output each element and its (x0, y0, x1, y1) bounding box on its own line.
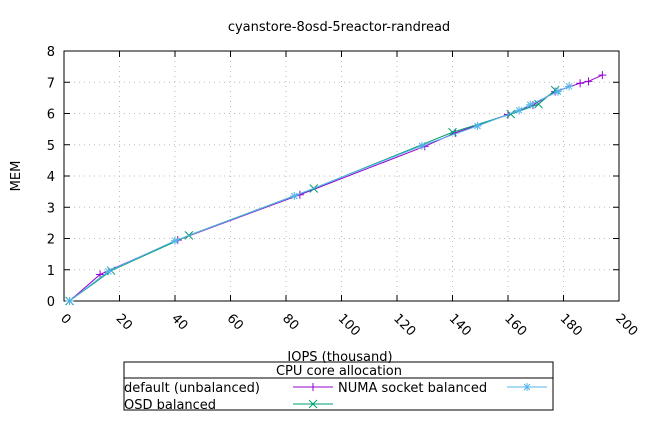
legend: CPU core allocation default (unbalanced)… (123, 361, 554, 413)
x-tick-label: 0 (57, 311, 73, 327)
x-axis-label: IOPS (thousand) (287, 350, 392, 365)
data-point (473, 122, 482, 130)
series-line (69, 85, 570, 302)
plot-frame (63, 50, 620, 302)
series-0 (65, 71, 607, 305)
x-tick-label: 160 (501, 311, 529, 339)
x-tick-label: 60 (224, 311, 246, 333)
y-tick-label: 4 (47, 170, 55, 185)
legend-label: NUMA socket balanced (338, 381, 487, 396)
legend-marker (523, 383, 531, 391)
legend-marker (308, 399, 318, 409)
x-tick-label: 200 (612, 311, 640, 339)
y-tick-label: 3 (47, 201, 55, 216)
data-point (515, 106, 524, 115)
data-point (506, 109, 516, 119)
y-tick-label: 1 (47, 264, 55, 279)
legend-label: OSD balanced (124, 398, 216, 413)
legend-marker (309, 383, 317, 391)
data-point (417, 141, 426, 150)
y-tick-label: 8 (47, 45, 55, 60)
y-tick-label: 2 (47, 233, 55, 248)
data-point (565, 82, 574, 91)
data-point (584, 77, 593, 86)
data-point (534, 99, 543, 109)
x-tick-label: 180 (557, 311, 585, 339)
data-point (576, 79, 585, 88)
data-point (448, 127, 457, 137)
data-point (526, 100, 535, 109)
y-tick-label: 5 (47, 139, 55, 154)
x-tick-label: 40 (168, 311, 190, 333)
data-point (290, 192, 299, 200)
x-tick-label: 100 (335, 311, 363, 339)
x-tick-label: 80 (279, 311, 301, 333)
x-tick-label: 140 (446, 311, 474, 339)
data-point (65, 297, 74, 305)
series-line (69, 89, 556, 302)
data-point (598, 71, 607, 80)
y-tick-label: 7 (47, 76, 55, 91)
data-point (104, 267, 113, 276)
data-point (553, 87, 562, 96)
legend-label: default (unbalanced) (124, 381, 260, 396)
legend-title: CPU core allocation (276, 364, 402, 379)
x-tick-label: 20 (113, 311, 135, 333)
y-tick-label: 0 (47, 295, 55, 310)
y-axis-label: MEM (9, 161, 24, 192)
data-point (171, 236, 179, 245)
series-1 (65, 85, 560, 306)
series-2 (65, 82, 574, 305)
chart-title: cyanstore-8osd-5reactor-randread (228, 20, 450, 35)
x-tick-label: 120 (390, 311, 418, 339)
y-tick-label: 6 (47, 108, 55, 123)
